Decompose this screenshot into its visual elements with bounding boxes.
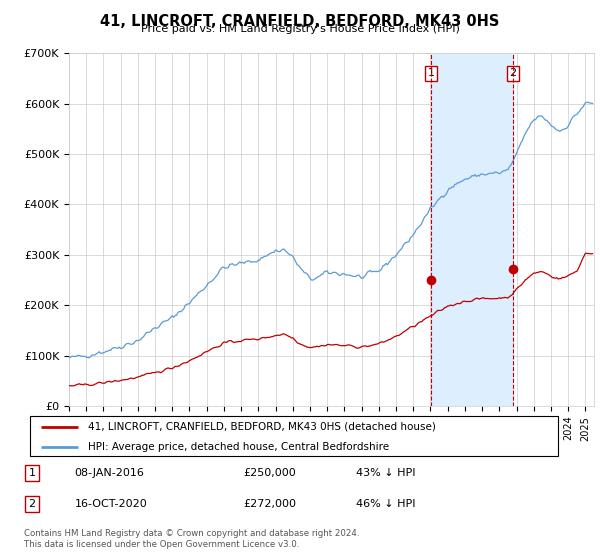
Text: 2: 2 bbox=[509, 68, 517, 78]
Text: Contains HM Land Registry data © Crown copyright and database right 2024.
This d: Contains HM Land Registry data © Crown c… bbox=[24, 529, 359, 549]
Text: £250,000: £250,000 bbox=[244, 468, 296, 478]
Text: 2: 2 bbox=[29, 498, 35, 508]
Text: 41, LINCROFT, CRANFIELD, BEDFORD, MK43 0HS: 41, LINCROFT, CRANFIELD, BEDFORD, MK43 0… bbox=[100, 14, 500, 29]
Text: 46% ↓ HPI: 46% ↓ HPI bbox=[356, 498, 416, 508]
Text: 1: 1 bbox=[427, 68, 434, 78]
Bar bbox=[431, 53, 513, 406]
Text: 08-JAN-2016: 08-JAN-2016 bbox=[74, 468, 144, 478]
Text: 16-OCT-2020: 16-OCT-2020 bbox=[74, 498, 147, 508]
Text: £272,000: £272,000 bbox=[244, 498, 296, 508]
Text: 41, LINCROFT, CRANFIELD, BEDFORD, MK43 0HS (detached house): 41, LINCROFT, CRANFIELD, BEDFORD, MK43 0… bbox=[88, 422, 436, 432]
Text: Price paid vs. HM Land Registry's House Price Index (HPI): Price paid vs. HM Land Registry's House … bbox=[140, 24, 460, 34]
Text: HPI: Average price, detached house, Central Bedfordshire: HPI: Average price, detached house, Cent… bbox=[88, 442, 389, 452]
Text: 1: 1 bbox=[29, 468, 35, 478]
Text: 43% ↓ HPI: 43% ↓ HPI bbox=[356, 468, 416, 478]
FancyBboxPatch shape bbox=[30, 416, 558, 456]
